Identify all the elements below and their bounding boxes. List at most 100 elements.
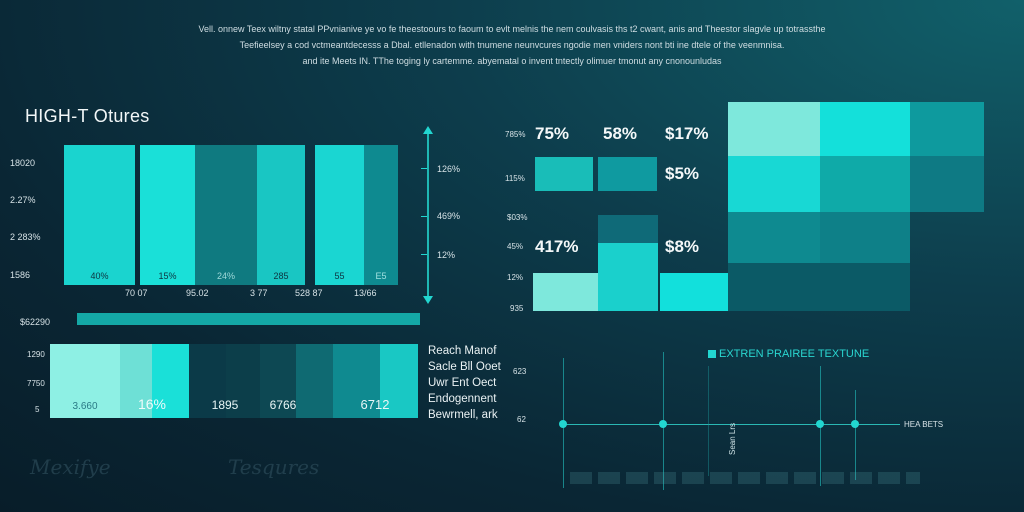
legend-item: Endogennent: [428, 393, 497, 405]
legend-item: Reach Manof: [428, 345, 497, 357]
timeline-marker-line: [708, 366, 709, 476]
segment-label: 16%: [137, 396, 167, 412]
right-axis-label: 12%: [437, 250, 456, 260]
timeline-node[interactable]: [559, 420, 567, 428]
tick: [421, 216, 427, 217]
x-label: 528 87: [295, 288, 323, 298]
grid-cell[interactable]: [910, 156, 984, 212]
timeline-axis: [560, 424, 900, 425]
bar[interactable]: 55: [315, 145, 364, 285]
x-label: 3 77: [250, 288, 268, 298]
value-box[interactable]: [598, 157, 657, 191]
bar[interactable]: [533, 273, 598, 311]
header-line-3: and ite Meets IN. TThe toging ly cartemm…: [302, 56, 722, 66]
legend: Reach Manof Sacle Bll Ooet Uwr Ent Oect …: [428, 343, 501, 423]
total-label: $62290: [20, 317, 51, 327]
segment-label: 1895: [211, 398, 239, 412]
timeline-axis-label: HEA BETS: [904, 420, 944, 429]
header-line-1: Vell. onnew Teex wiltny statal PPvnianiv…: [198, 24, 826, 34]
segment[interactable]: [296, 344, 333, 418]
timeline-node[interactable]: [816, 420, 824, 428]
grid-cell[interactable]: [820, 102, 910, 156]
total-bar[interactable]: [77, 313, 420, 325]
y-label: 45%: [507, 242, 524, 251]
timeline-node[interactable]: [851, 420, 859, 428]
bar-label: 15%: [158, 271, 177, 281]
segment[interactable]: [120, 344, 152, 418]
segment-label: 3.660: [72, 401, 98, 412]
tick: [421, 168, 427, 169]
bar[interactable]: 15%: [140, 145, 195, 285]
segment[interactable]: [333, 344, 380, 418]
bar[interactable]: 40%: [64, 145, 135, 285]
y-label: 935: [510, 304, 524, 313]
arrow-down-icon: [423, 296, 433, 304]
bar-label: E5: [375, 271, 387, 281]
bar[interactable]: [660, 273, 728, 311]
y-label: $03%: [507, 213, 528, 222]
segment[interactable]: [189, 344, 226, 418]
right-axis-line: [427, 130, 429, 298]
y-label: 18020: [10, 158, 36, 168]
stacked-bar: 3.660 16% 1895 6766 6712: [50, 344, 418, 418]
grid-cell[interactable]: [820, 156, 910, 212]
segment-label: 6712: [360, 397, 390, 412]
value-label: 58%: [603, 124, 638, 143]
segment-label: 6766: [269, 398, 297, 412]
right-axis-label: 126%: [437, 164, 461, 174]
legend-item: Bewrmell, ark: [428, 409, 498, 421]
grid-cell[interactable]: [728, 102, 820, 156]
timeline-vertical-label: Sean Lrs: [728, 422, 737, 455]
value-label: $17%: [665, 124, 709, 143]
y-label: 785%: [505, 130, 526, 139]
tick: [421, 254, 427, 255]
y-label: 1586: [10, 270, 31, 280]
y-label: 623: [513, 367, 527, 376]
segment[interactable]: 3.660: [50, 344, 120, 418]
timeline-title: EXTREN PRAIREE TEXTUNE: [719, 348, 870, 360]
timeline-fine-text: [570, 472, 920, 484]
bar[interactable]: 285: [257, 145, 305, 285]
bar-label: 285: [273, 271, 289, 281]
y-label: 1290: [27, 350, 45, 359]
segment[interactable]: [380, 344, 418, 418]
left-chart-title: HIGH-T Otures: [25, 106, 150, 126]
grid-cell[interactable]: [728, 212, 820, 263]
y-label: 5: [35, 405, 40, 414]
segment[interactable]: [152, 344, 189, 418]
y-label: 115%: [505, 174, 525, 183]
value-label: 417%: [535, 237, 579, 256]
bar-label: 24%: [216, 271, 235, 281]
segment[interactable]: [226, 344, 260, 418]
timeline-marker-line: [855, 390, 856, 480]
bar-label: 40%: [90, 271, 109, 281]
arrow-up-icon: [423, 126, 433, 134]
x-label: 13/66: [354, 288, 377, 298]
timeline-node[interactable]: [659, 420, 667, 428]
decor-script-text: Tesqures: [228, 455, 320, 479]
legend-item: Uwr Ent Oect: [428, 377, 497, 389]
grid-cell[interactable]: [820, 212, 910, 263]
bar[interactable]: [598, 215, 658, 243]
value-label: $8%: [665, 237, 700, 256]
right-axis-label: 469%: [437, 211, 461, 221]
bar[interactable]: [598, 243, 658, 311]
bar-label: 55: [334, 271, 345, 281]
grid-cell[interactable]: [910, 102, 984, 156]
y-label: 2 283%: [10, 232, 41, 242]
y-label: 2.27%: [10, 195, 36, 205]
y-label: 7750: [27, 379, 45, 388]
grid-cell[interactable]: [728, 156, 820, 212]
value-label: $5%: [665, 164, 700, 183]
value-label: 75%: [535, 124, 570, 143]
grid-cell[interactable]: [728, 263, 910, 311]
y-label: 62: [517, 415, 526, 424]
bar[interactable]: E5: [364, 145, 398, 285]
bar[interactable]: 24%: [195, 145, 257, 285]
value-box[interactable]: [535, 157, 593, 191]
decor-script-text: Mexifye: [30, 455, 111, 479]
segment[interactable]: [260, 344, 296, 418]
y-label: 12%: [507, 273, 524, 282]
x-label: 95.02: [186, 288, 209, 298]
x-label: 70 07: [125, 288, 148, 298]
